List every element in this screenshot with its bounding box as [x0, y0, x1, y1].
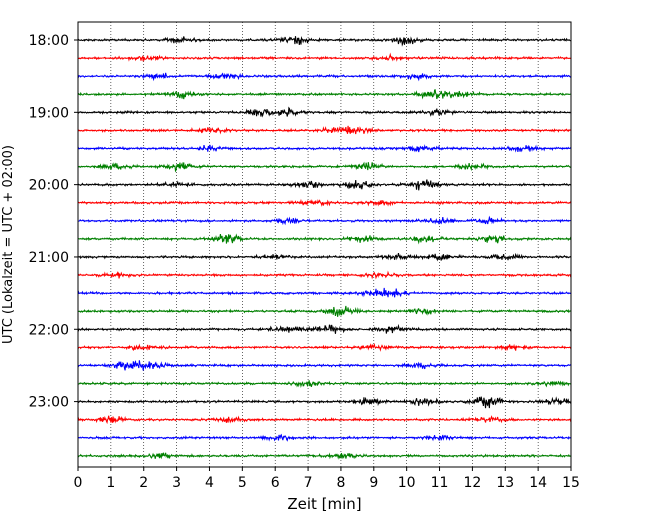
trace-1845: [77, 89, 572, 100]
trace-1945: [77, 161, 572, 173]
plot-frame: [77, 21, 572, 468]
trace-2200: [77, 323, 572, 334]
trace-2100: [77, 252, 572, 262]
trace-2345: [77, 452, 572, 460]
trace-2030: [77, 215, 572, 226]
y-tick-label: 23:00: [29, 395, 69, 411]
y-tick-label: 22:00: [29, 322, 69, 338]
trace-2230: [77, 360, 572, 371]
trace-1830: [77, 72, 572, 82]
trace-2315: [77, 415, 572, 425]
y-tick-label: 19:00: [29, 105, 69, 121]
x-tick-label: 11: [431, 475, 449, 491]
x-tick-label: 12: [463, 475, 481, 491]
y-tick-label: 18:00: [29, 33, 69, 49]
x-tick-label: 3: [172, 475, 181, 491]
x-tick-label: 13: [496, 475, 514, 491]
trace-1900: [77, 106, 572, 118]
x-tick-label: 14: [529, 475, 547, 491]
x-tick-label: 2: [139, 475, 148, 491]
trace-2000: [77, 179, 572, 191]
y-axis-label: UTC (Lokalzeit = UTC + 02:00): [1, 145, 16, 344]
x-tick-label: 9: [369, 475, 378, 491]
x-tick-label: 10: [398, 475, 416, 491]
x-tick-label: 5: [238, 475, 247, 491]
trace-1915: [77, 125, 572, 135]
trace-2300: [77, 396, 572, 409]
trace-1815: [77, 52, 572, 62]
x-axis-ticks: 0 1 2 3 4 5 6 7 8 9 10 11 12 13 14 15: [74, 467, 580, 491]
trace-2015: [77, 198, 572, 207]
trace-2130: [77, 287, 572, 298]
x-tick-label: 7: [304, 475, 313, 491]
x-tick-label: 1: [106, 475, 115, 491]
trace-2330: [77, 433, 572, 442]
vertical-gridlines: [110, 22, 539, 467]
x-tick-label: 15: [562, 475, 580, 491]
y-tick-label: 20:00: [29, 178, 69, 194]
trace-1800: [77, 36, 572, 47]
seismogram-traces: [77, 36, 572, 460]
x-tick-label: 8: [336, 475, 345, 491]
trace-2115: [77, 270, 572, 280]
y-axis-ticks: 18:00 19:00 20:00 21:00 22:00 23:00: [29, 33, 78, 411]
x-tick-label: 4: [205, 475, 214, 491]
trace-2245: [77, 380, 572, 389]
x-axis-label: Zeit [min]: [287, 495, 361, 513]
trace-2145: [77, 305, 572, 317]
x-tick-label: 6: [271, 475, 280, 491]
y-tick-label: 21:00: [29, 250, 69, 266]
trace-2215: [77, 343, 572, 352]
x-tick-label: 0: [74, 475, 83, 491]
trace-2045: [78, 233, 572, 245]
trace-1930: [77, 144, 572, 153]
